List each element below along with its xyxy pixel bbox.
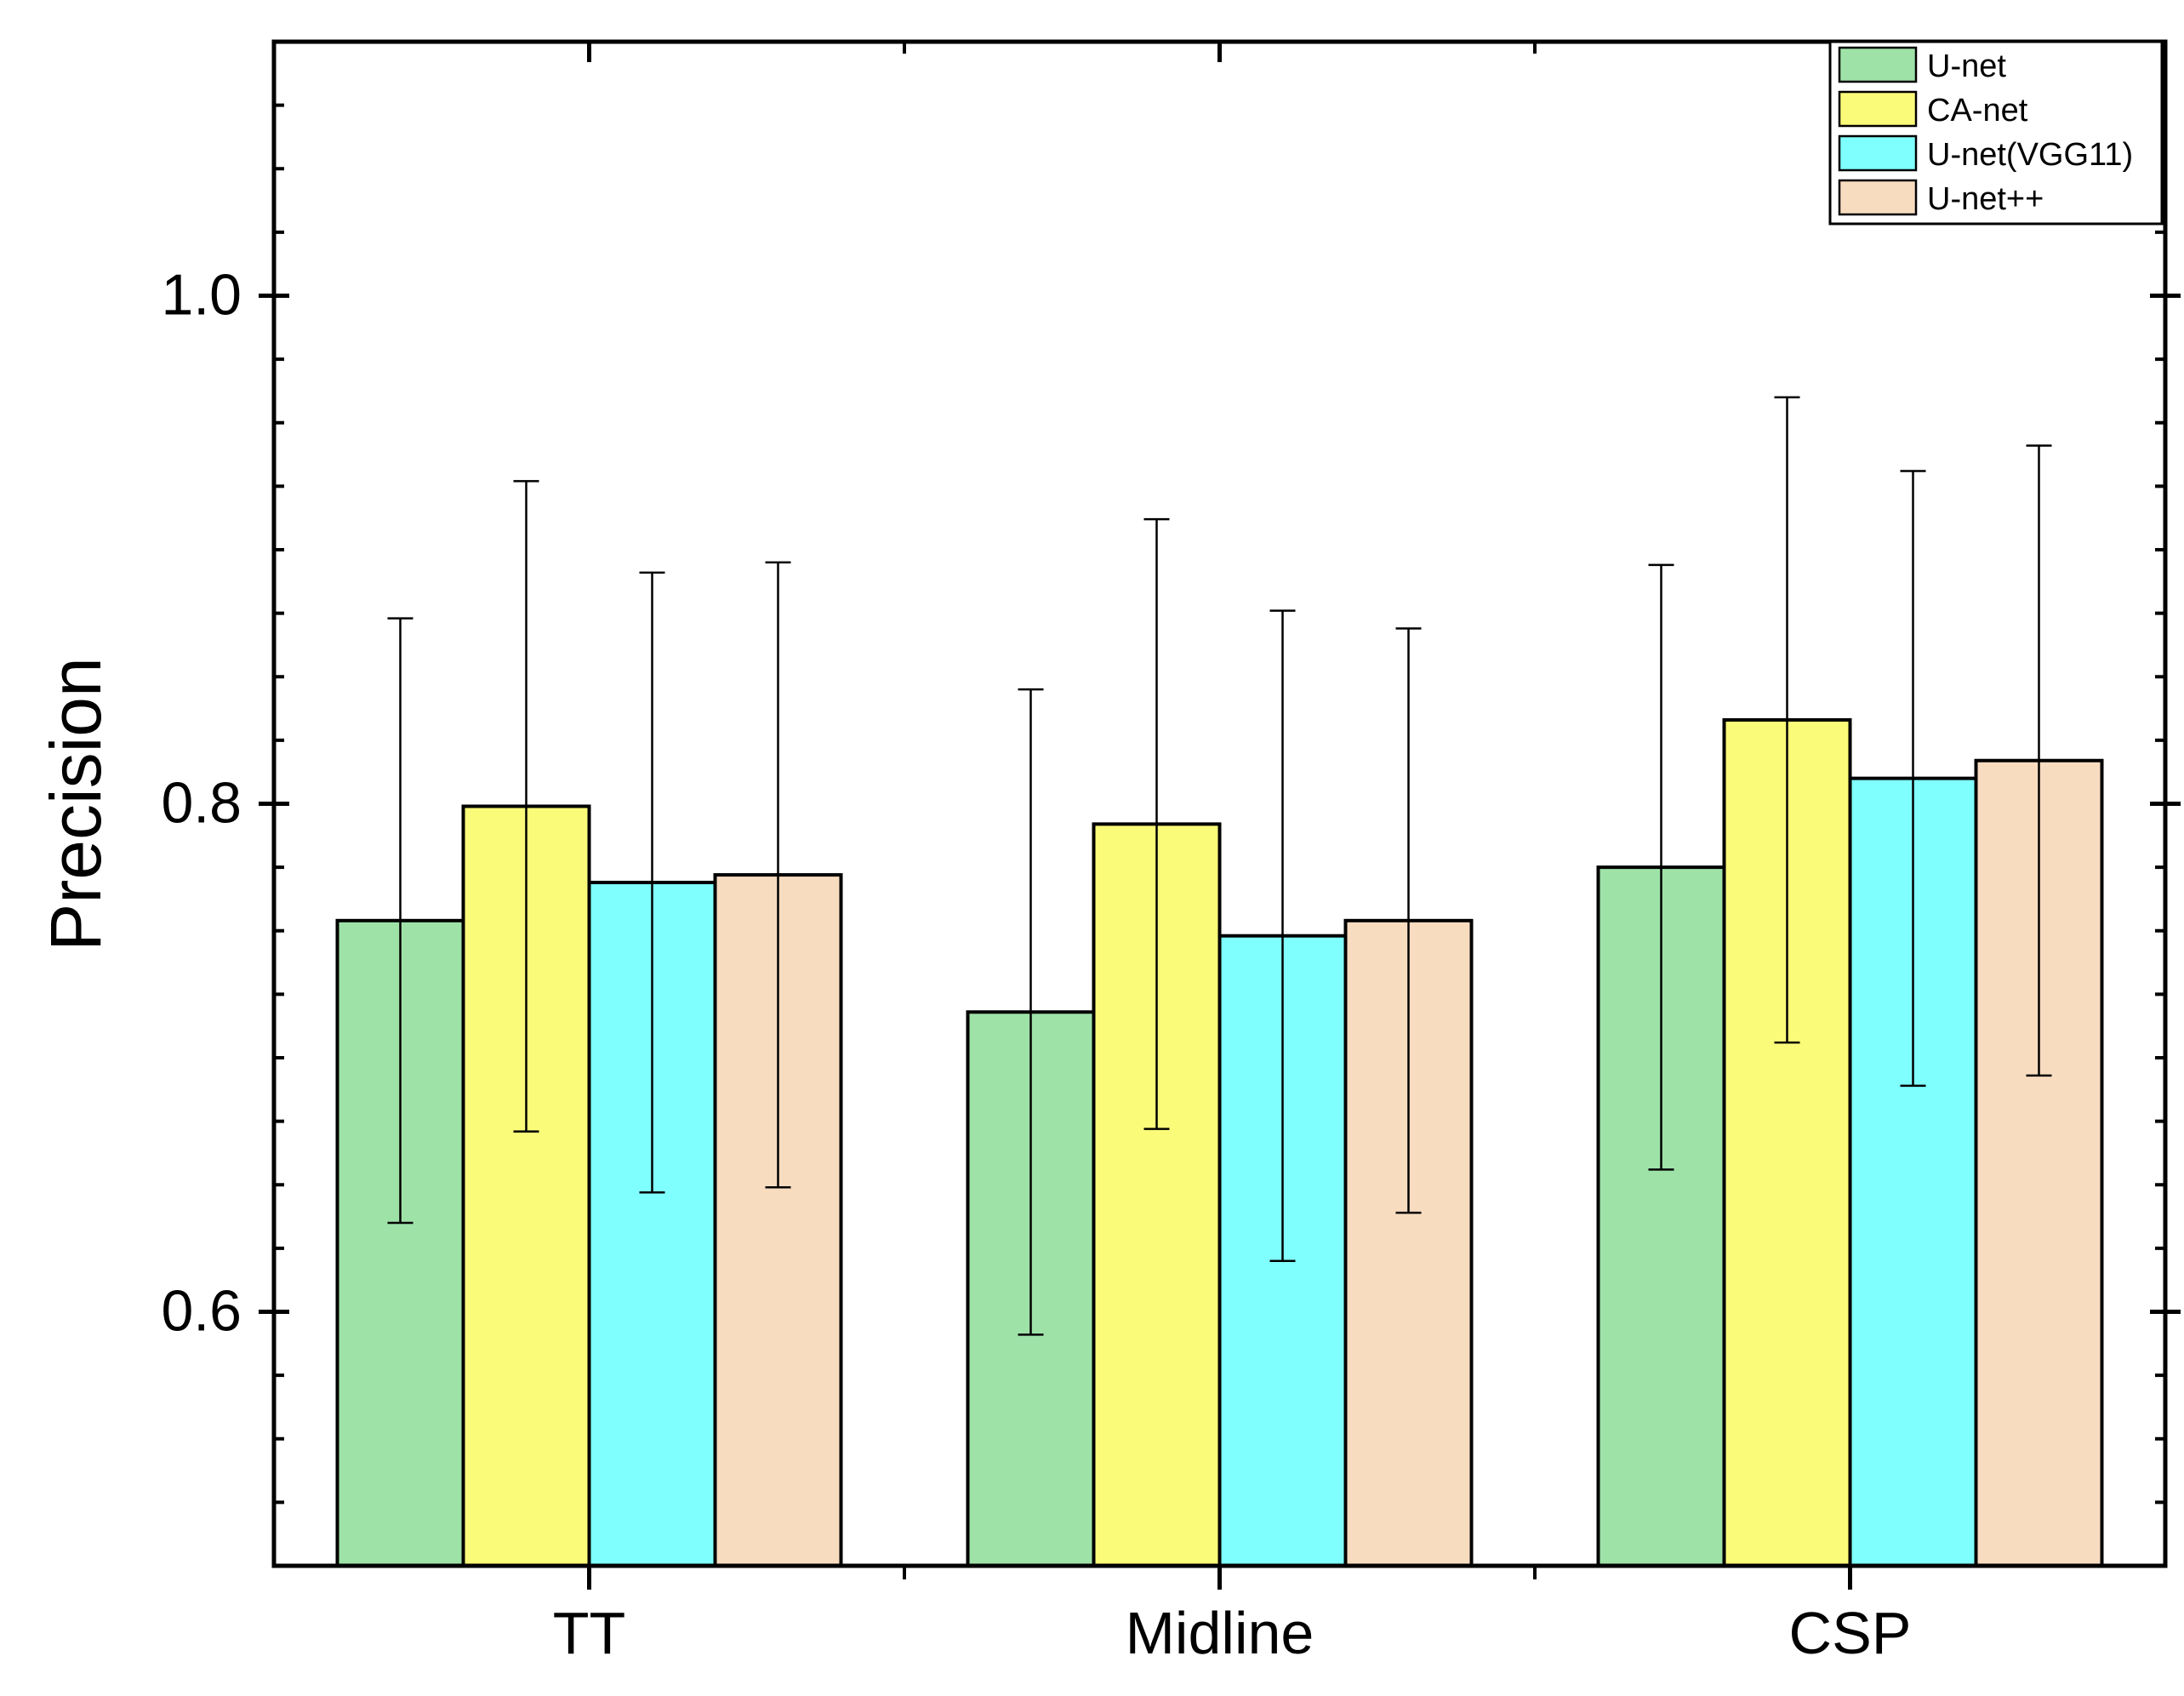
y-tick-label: 0.8	[161, 770, 242, 835]
legend: U-net CA-net U-net(VGG11) U-net++	[1828, 40, 2164, 226]
legend-swatch-u-net-plus-plus	[1838, 179, 1918, 216]
y-axis-title: Precision	[36, 657, 116, 951]
x-category-label: Midline	[1126, 1600, 1314, 1666]
x-category-label: CSP	[1789, 1600, 1912, 1666]
legend-swatch-ca-net	[1838, 90, 1918, 128]
error-bars-layer	[387, 396, 2052, 1336]
x-category-label: TT	[553, 1600, 626, 1666]
y-tick-label: 0.6	[161, 1278, 242, 1343]
legend-label-u-net: U-net	[1927, 49, 2006, 84]
legend-label-u-net-vgg11: U-net(VGG11)	[1927, 137, 2133, 173]
bars-layer	[335, 717, 2104, 1568]
legend-swatch-u-net	[1838, 46, 1918, 83]
legend-label-u-net-plus-plus: U-net++	[1927, 181, 2044, 217]
legend-swatch-u-net-vgg11	[1838, 134, 1918, 172]
y-tick-label: 1.0	[161, 262, 242, 327]
legend-label-ca-net: CA-net	[1927, 93, 2028, 128]
